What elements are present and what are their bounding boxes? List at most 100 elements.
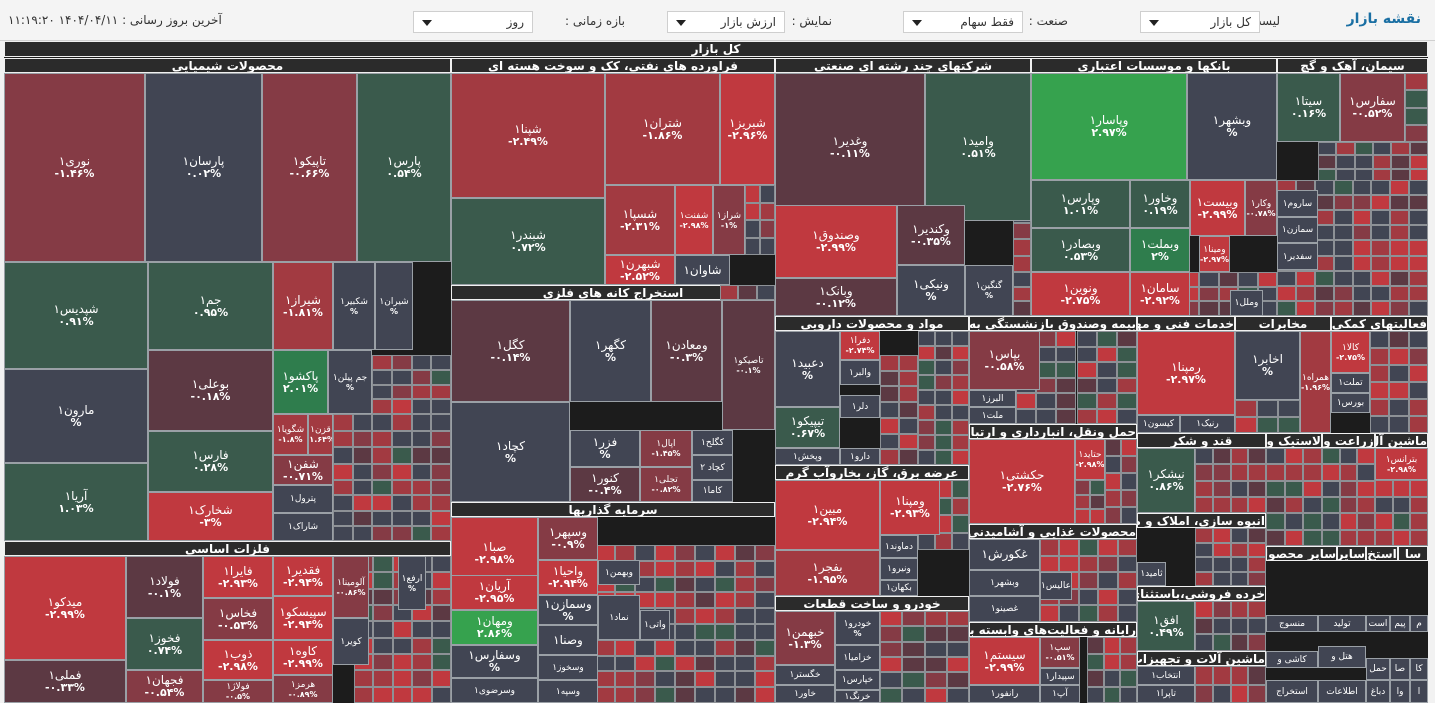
stock-tile-small[interactable] (952, 360, 969, 375)
stock-tile-small[interactable] (735, 671, 755, 688)
stock-tile-small[interactable] (1409, 300, 1428, 316)
stock-tile-small[interactable] (1371, 210, 1391, 226)
stock-tile-small[interactable] (935, 375, 952, 390)
stock-tile-small[interactable] (1248, 571, 1266, 586)
stock-tile[interactable]: صا (1390, 658, 1410, 680)
stock-tile-small[interactable] (354, 670, 374, 687)
stock-tile-small[interactable] (1256, 400, 1279, 417)
stock-tile[interactable]: واتی۱ (640, 610, 670, 640)
stock-tile-small[interactable] (1408, 331, 1428, 348)
stock-tile-small[interactable] (675, 624, 695, 640)
stock-tile-small[interactable] (952, 480, 969, 498)
stock-tile-small[interactable] (615, 671, 635, 688)
stock-tile-small[interactable] (373, 572, 393, 589)
stock-tile-small[interactable] (1371, 240, 1391, 256)
stock-tile-small[interactable] (735, 560, 755, 577)
stock-tile-small[interactable] (431, 637, 451, 654)
stock-tile-small[interactable] (1277, 285, 1296, 301)
stock-tile[interactable]: کویر۱ (333, 618, 369, 665)
stock-tile-small[interactable] (372, 510, 392, 526)
stock-tile-small[interactable] (431, 654, 451, 671)
stock-tile-small[interactable] (372, 355, 392, 370)
stock-tile-small[interactable] (924, 626, 947, 642)
stock-tile-small[interactable] (1370, 416, 1390, 433)
stock-tile[interactable]: استخراج (1266, 680, 1318, 703)
stock-tile-small[interactable] (918, 375, 935, 390)
stock-tile[interactable]: گنگین۱% (965, 265, 1013, 316)
stock-tile-small[interactable] (952, 435, 969, 450)
stock-tile-small[interactable] (372, 525, 392, 541)
stock-tile-small[interactable] (1105, 473, 1121, 490)
stock-tile-small[interactable] (1212, 666, 1231, 685)
stock-tile-small[interactable] (1295, 300, 1315, 316)
stock-tile-small[interactable] (1121, 507, 1137, 524)
stock-tile-small[interactable] (1336, 155, 1355, 169)
stock-tile[interactable]: خودرو۱% (835, 611, 880, 645)
stock-tile-small[interactable] (715, 576, 735, 593)
stock-tile-small[interactable] (392, 637, 413, 654)
stock-tile-small[interactable] (411, 463, 432, 480)
stock-tile-small[interactable] (1303, 480, 1322, 497)
stock-tile-small[interactable] (1409, 155, 1428, 169)
stock-tile-small[interactable] (1409, 142, 1428, 156)
stock-tile-small[interactable] (1248, 601, 1266, 618)
stock-tile-small[interactable] (431, 384, 451, 400)
stock-tile-small[interactable] (352, 480, 373, 496)
stock-tile-small[interactable] (1056, 331, 1077, 347)
stock-tile-small[interactable] (1405, 73, 1428, 91)
stock-tile[interactable]: پاکشو۱ ۲.۰۱% (273, 350, 328, 414)
stock-tile[interactable]: ثامید۱ (1137, 562, 1166, 586)
stock-tile-small[interactable] (1076, 346, 1097, 362)
stock-tile-small[interactable] (431, 369, 451, 385)
stock-tile-small[interactable] (1333, 225, 1353, 241)
stock-tile-small[interactable] (935, 331, 952, 346)
stock-tile-small[interactable] (1333, 180, 1353, 196)
stock-tile[interactable]: کاوه۱ -۲.۹۹% (273, 640, 333, 675)
stock-tile-small[interactable] (1012, 301, 1031, 316)
stock-tile[interactable]: انتخاب۱ (1137, 666, 1195, 685)
stock-tile-small[interactable] (1098, 588, 1118, 606)
stock-tile-small[interactable] (392, 670, 413, 687)
stock-tile-small[interactable] (1314, 300, 1334, 316)
stock-tile-small[interactable] (1117, 605, 1137, 622)
stock-tile-small[interactable] (1375, 480, 1393, 497)
stock-tile-small[interactable] (1318, 155, 1337, 169)
stock-tile-small[interactable] (715, 560, 735, 577)
stock-tile-small[interactable] (1230, 528, 1249, 543)
stock-tile[interactable]: ساروم۱ (1277, 190, 1318, 217)
stock-tile[interactable]: رمپنا۱ -۲.۹۷% (1137, 331, 1235, 415)
stock-tile[interactable]: سپیسکو۱ -۲.۹۴% (273, 596, 333, 640)
stock-tile-small[interactable] (411, 510, 432, 526)
stock-tile-small[interactable] (715, 687, 735, 703)
stock-tile-small[interactable] (1195, 617, 1213, 635)
stock-tile-small[interactable] (1117, 539, 1137, 556)
stock-tile-small[interactable] (1076, 362, 1097, 378)
stock-tile-small[interactable] (1098, 605, 1118, 622)
stock-tile[interactable]: نماد۱ (598, 595, 640, 640)
stock-tile-small[interactable] (1121, 456, 1137, 473)
stock-tile-small[interactable] (1390, 195, 1410, 211)
stock-tile-small[interactable] (946, 626, 969, 642)
stock-tile-small[interactable] (595, 545, 615, 561)
stock-tile-small[interactable] (392, 414, 412, 431)
stock-tile-small[interactable] (1278, 400, 1300, 417)
stock-tile-small[interactable] (1333, 270, 1353, 286)
stock-tile-small[interactable] (373, 637, 393, 654)
stock-tile-small[interactable] (333, 525, 353, 541)
stock-tile-small[interactable] (1408, 365, 1428, 382)
stock-tile-small[interactable] (1105, 507, 1121, 524)
stock-tile-small[interactable] (412, 670, 432, 687)
stock-tile[interactable]: اخابر۱% (1235, 331, 1300, 400)
stock-tile-small[interactable] (1409, 180, 1428, 196)
stock-tile-small[interactable] (352, 495, 373, 511)
stock-tile-small[interactable] (1078, 572, 1099, 589)
stock-tile-small[interactable] (1371, 180, 1391, 196)
stock-tile-small[interactable] (1375, 496, 1393, 513)
stock-tile[interactable]: غصینو۱ (969, 596, 1040, 622)
stock-tile-small[interactable] (1352, 285, 1372, 301)
stock-tile-small[interactable] (1087, 686, 1104, 703)
stock-tile-small[interactable] (1410, 513, 1428, 530)
stock-tile[interactable]: ونوین۱ -۲.۷۵% (1031, 272, 1130, 316)
stock-tile-small[interactable] (946, 687, 969, 703)
stock-tile-small[interactable] (1390, 270, 1410, 286)
